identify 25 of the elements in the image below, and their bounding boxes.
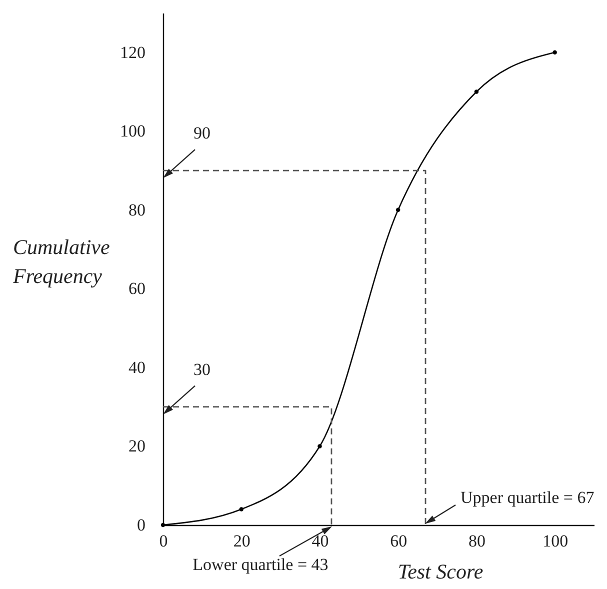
y-axis-title: Cumulative Frequency <box>12 235 110 288</box>
y-tick-label: 20 <box>128 436 146 456</box>
annotation: Upper quartile = 67 <box>460 488 595 507</box>
x-tick-label: 60 <box>390 532 408 550</box>
point <box>396 208 400 212</box>
point <box>160 522 166 528</box>
x-tick-label: 0 <box>159 532 168 550</box>
point <box>318 444 322 448</box>
y-tick-label: 100 <box>120 122 146 141</box>
annotation: 30 <box>194 360 210 379</box>
annotation: 90 <box>194 124 210 143</box>
y-tick-label: 80 <box>128 200 146 220</box>
point <box>552 50 557 54</box>
point <box>474 90 479 94</box>
x-axis-title: Test Score <box>398 560 484 584</box>
y-tick-label: 60 <box>128 279 146 298</box>
x-tick-label: 100 <box>542 532 568 550</box>
x-tick-label: 20 <box>233 532 250 550</box>
y-tick-label: 0 <box>137 516 146 534</box>
annotation: Lower quartile = 43 <box>192 555 328 574</box>
y-tick-label: 40 <box>128 358 146 377</box>
y-tick-label: 120 <box>120 42 146 62</box>
x-tick-label: 80 <box>468 532 486 550</box>
x-tick-label: 40 <box>312 532 329 550</box>
point <box>239 507 244 512</box>
